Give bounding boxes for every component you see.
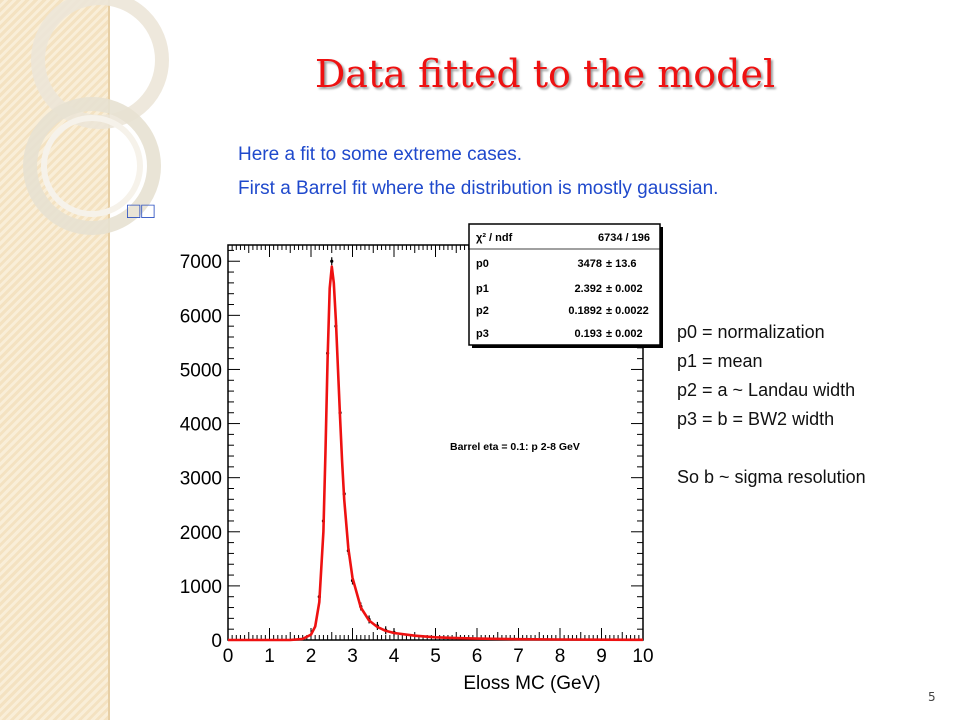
x-tick-label: 1 (264, 646, 275, 667)
x-tick-label: 3 (347, 646, 358, 667)
placeholder-glyphs: □□ (127, 198, 156, 223)
stat-p2-error: ± 0.0022 (606, 305, 649, 317)
y-tick-label: 1000 (180, 577, 222, 598)
stat-chi2-value: 6734 / 196 (598, 232, 650, 244)
y-tick-label: 0 (211, 631, 222, 652)
decorative-rings (23, 0, 169, 235)
sigma-resolution-note: So b ~ sigma resolution (677, 467, 866, 487)
stat-p1-label: p1 (476, 283, 489, 295)
y-tick-label: 4000 (180, 415, 222, 436)
stat-p1-error: ± 0.002 (606, 283, 643, 295)
fit-stats-box: χ² / ndf 6734 / 196 p0 3478 ± 13.6 p1 2.… (468, 223, 663, 348)
stat-p0-label: p0 (476, 258, 489, 270)
x-axis-label: Eloss MC (GeV) (463, 673, 600, 694)
x-tick-label: 5 (430, 646, 441, 667)
x-tick-label: 6 (472, 646, 483, 667)
y-tick-labels: 0 1000 2000 3000 4000 5000 6000 7000 (180, 252, 222, 652)
x-tick-label: 0 (223, 646, 234, 667)
fit-curve (228, 265, 644, 642)
data-point (330, 257, 334, 266)
stat-p1-value: 2.392 (574, 283, 602, 295)
slide-number: 5 (928, 690, 936, 704)
x-tick-labels: 0 1 2 3 4 5 6 7 8 9 10 (223, 646, 654, 667)
x-tick-label: 9 (596, 646, 607, 667)
x-tick-label: 8 (555, 646, 566, 667)
param-p2-description: p2 = a ~ Landau width (677, 380, 856, 400)
stat-p2-label: p2 (476, 305, 489, 317)
stat-p3-value: 0.193 (574, 328, 602, 340)
param-p3-description: p3 = b = BW2 width (677, 409, 835, 429)
side-strip-border (108, 0, 110, 720)
y-tick-label: 7000 (180, 252, 222, 273)
intro-line-2: First a Barrel fit where the distributio… (238, 178, 719, 199)
histogram-chart: 0 1 2 3 4 5 6 7 8 9 10 0 1000 2000 3000 4000 5000 6000 70… (180, 223, 663, 694)
stat-chi2-label: χ² / ndf (476, 232, 513, 244)
plot-annotation: Barrel eta = 0.1: p 2-8 GeV (450, 441, 580, 453)
y-tick-label: 3000 (180, 469, 222, 490)
stat-p0-value: 3478 (578, 258, 602, 270)
stat-p0-error: ± 13.6 (606, 258, 637, 270)
y-tick-label: 2000 (180, 523, 222, 544)
x-tick-label: 10 (632, 646, 653, 667)
x-tick-label: 2 (306, 646, 317, 667)
stat-p3-label: p3 (476, 328, 489, 340)
stat-p3-error: ± 0.002 (606, 328, 643, 340)
y-tick-label: 5000 (180, 360, 222, 381)
intro-line-1: Here a fit to some extreme cases. (238, 144, 523, 165)
slide-title: Data fitted to the model (314, 52, 776, 96)
x-tick-label: 4 (389, 646, 400, 667)
param-p1-description: p1 = mean (677, 351, 763, 371)
y-tick-label: 6000 (180, 306, 222, 327)
param-p0-description: p0 = normalization (677, 322, 825, 342)
stat-p2-value: 0.1892 (568, 305, 602, 317)
x-tick-label: 7 (513, 646, 524, 667)
